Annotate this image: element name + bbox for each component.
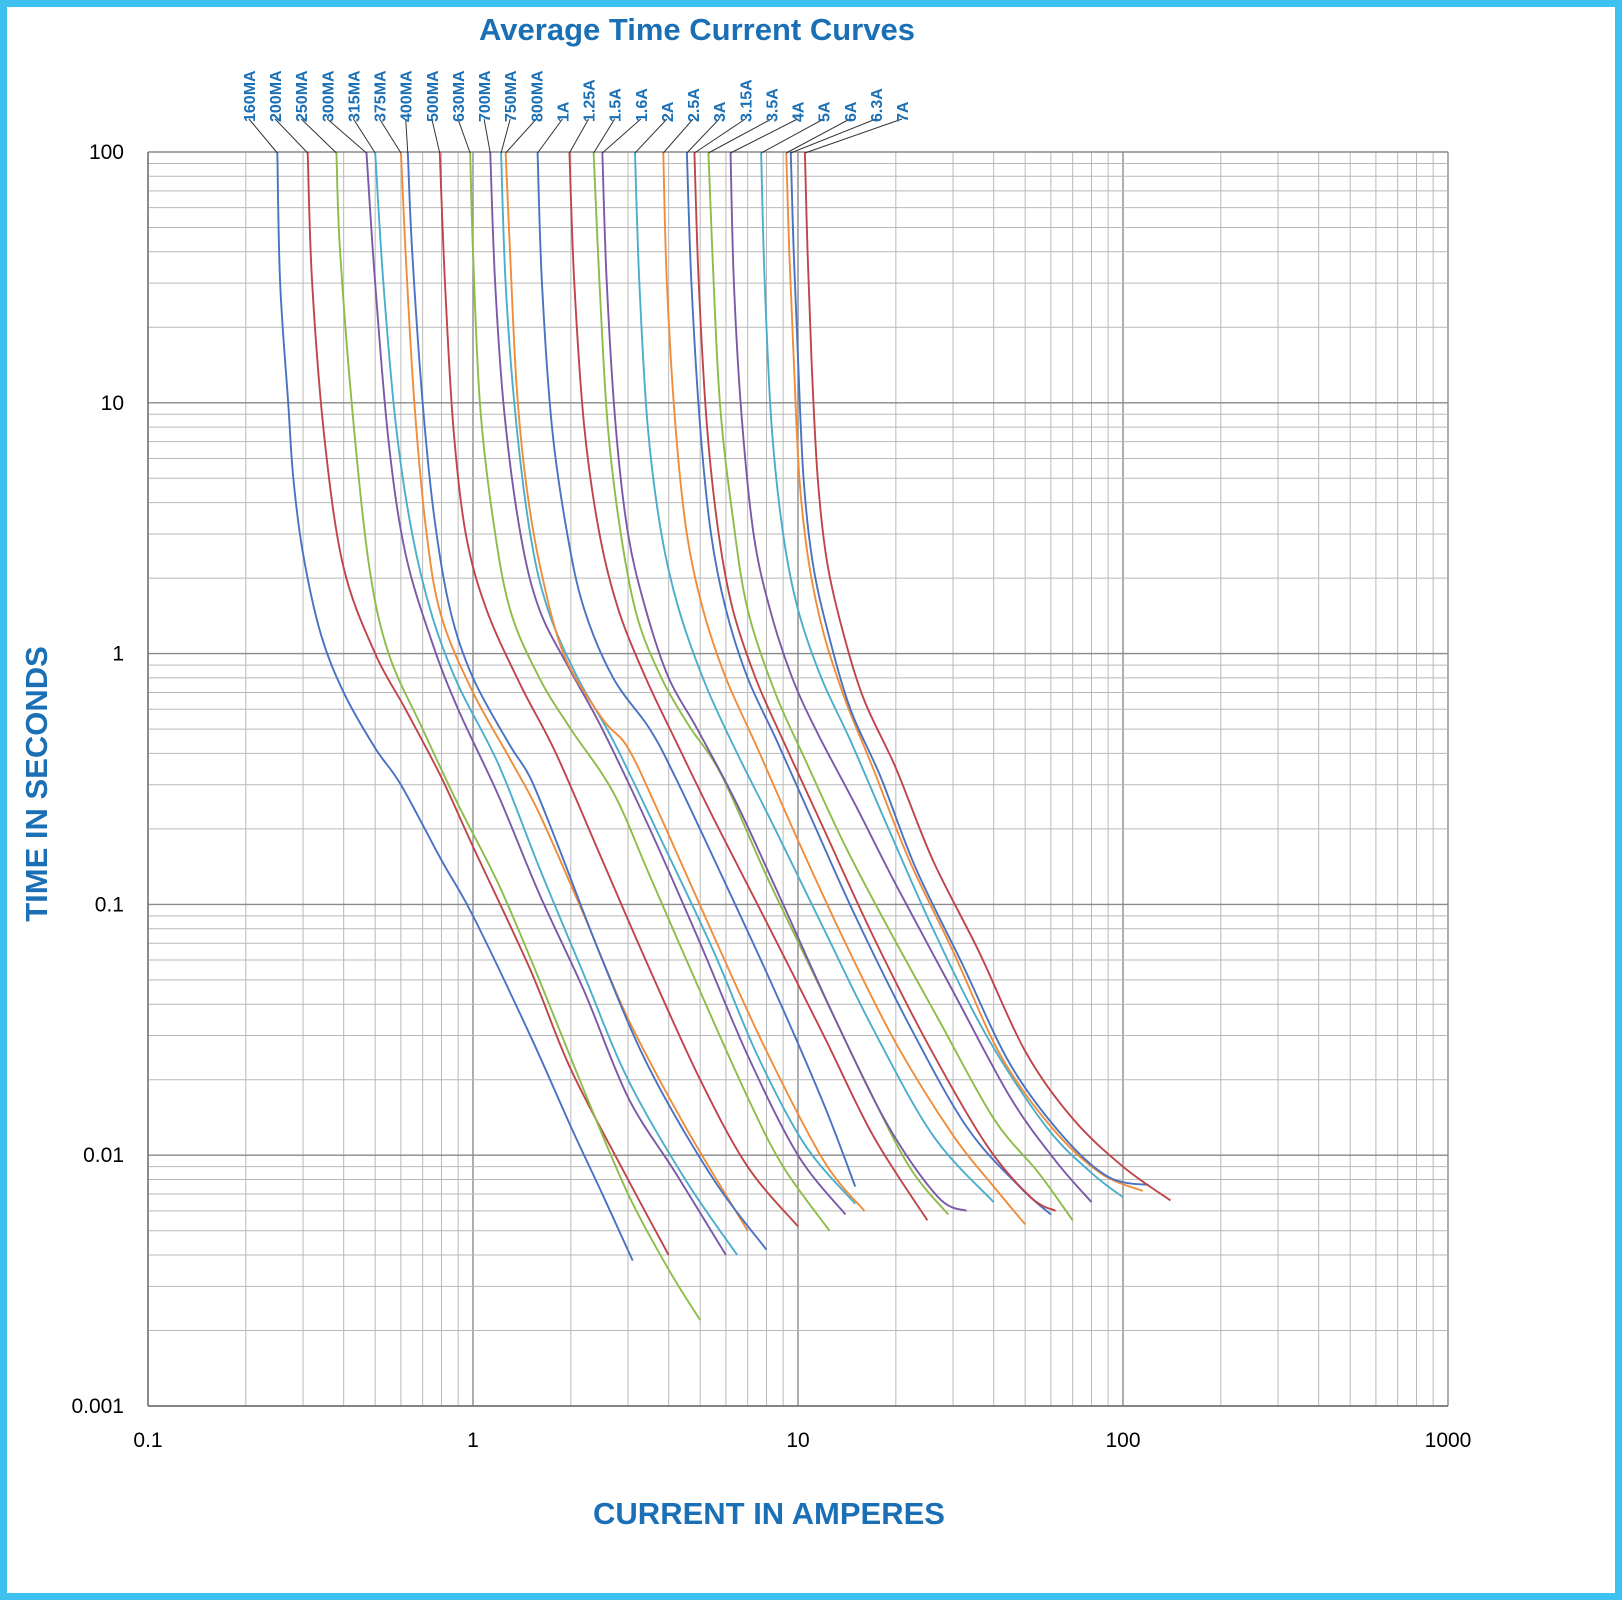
- y-tick-label: 0.001: [71, 1395, 124, 1418]
- series-labels: 160MA 200MA 250MA 300MA 315MA 375MA 400MA 500MA…: [242, 70, 912, 154]
- axis-ticks: 0.1 1 10 100 1000 100 10 1 0.1 0.01 0.001: [71, 141, 1471, 1452]
- series-curve-1a: [536, 151, 857, 1187]
- leader-line: [634, 118, 668, 154]
- series-curve-3.15a: [693, 151, 1056, 1212]
- leader-line: [327, 118, 367, 154]
- series-curve-3.5a: [707, 151, 1074, 1221]
- leader-line: [379, 118, 402, 154]
- leader-line: [248, 118, 278, 154]
- series-label: 1A: [555, 101, 572, 122]
- series-label: 6.3A: [869, 88, 886, 122]
- series-curve-2.5a: [662, 151, 1026, 1225]
- series-curve-160ma: [276, 151, 634, 1261]
- leader-line: [353, 118, 376, 154]
- leader-line: [431, 118, 441, 154]
- leader-line: [300, 118, 337, 154]
- y-tick-label: 0.1: [95, 893, 124, 916]
- series-curve-700ma: [489, 151, 847, 1216]
- series-label: 4A: [791, 101, 808, 122]
- series-curve-3a: [685, 151, 1052, 1216]
- leader-line: [537, 118, 563, 154]
- series-curve-2a: [634, 151, 995, 1203]
- leader-line: [405, 118, 409, 154]
- series-label: 5A: [817, 101, 834, 122]
- series-label: 250MA: [294, 70, 311, 122]
- y-tick-label: 0.01: [83, 1144, 124, 1167]
- series-curve-630ma: [469, 151, 831, 1232]
- series-label: 700MA: [477, 70, 494, 122]
- series-label: 7A: [895, 101, 912, 122]
- y-tick-label: 1: [112, 643, 124, 666]
- series-curve-5a: [760, 151, 1124, 1198]
- x-tick-label: 1000: [1425, 1429, 1472, 1452]
- series-label: 3.5A: [764, 88, 781, 122]
- x-tick-label: 1: [467, 1429, 479, 1452]
- series-curve-1.6a: [601, 151, 967, 1212]
- curves: [276, 151, 1172, 1321]
- series-curve-4a: [729, 151, 1093, 1203]
- leader-line: [708, 118, 772, 154]
- series-label: 800MA: [529, 70, 546, 122]
- leader-line: [785, 118, 850, 154]
- y-tick-label: 10: [101, 392, 124, 415]
- leader-line: [694, 118, 746, 154]
- leader-line: [500, 118, 511, 154]
- series-curve-375ma: [399, 151, 749, 1232]
- series-label: 315MA: [346, 70, 363, 122]
- series-label: 500MA: [425, 70, 442, 122]
- series-label: 2.5A: [686, 88, 703, 122]
- series-curve-6.3a: [789, 151, 1149, 1187]
- series-label: 375MA: [373, 70, 390, 122]
- series-label: 6A: [843, 101, 860, 122]
- leader-line: [601, 118, 642, 154]
- chart-title: Average Time Current Curves: [479, 12, 915, 47]
- leader-line: [274, 118, 309, 154]
- x-axis-title: CURRENT IN AMPERES: [593, 1496, 945, 1531]
- x-tick-label: 100: [1105, 1429, 1140, 1452]
- series-label: 160MA: [242, 70, 259, 122]
- series-curve-6a: [785, 151, 1144, 1192]
- series-label: 750MA: [503, 70, 520, 122]
- leader-line: [593, 118, 616, 154]
- series-curve-7a: [803, 151, 1172, 1202]
- leader-line: [568, 118, 589, 154]
- series-label: 1.25A: [582, 79, 599, 122]
- leader-line: [790, 118, 877, 154]
- series-curve-315ma: [374, 151, 738, 1256]
- leader-line: [505, 118, 537, 154]
- series-curve-500ma: [438, 151, 799, 1228]
- series-curve-300ma: [365, 151, 727, 1256]
- series-label: 2A: [660, 101, 677, 122]
- series-label: 400MA: [399, 70, 416, 122]
- series-label: 200MA: [268, 70, 285, 122]
- leader-line: [662, 118, 694, 154]
- leader-line: [457, 118, 471, 154]
- series-curve-200ma: [306, 151, 670, 1256]
- leader-line: [483, 118, 491, 154]
- y-tick-label: 100: [89, 141, 124, 164]
- leader-line: [686, 118, 720, 154]
- leader-line: [760, 118, 824, 154]
- leader-line: [730, 118, 798, 154]
- series-label: 1.5A: [608, 88, 625, 122]
- series-label: 3.15A: [738, 79, 755, 122]
- series-label: 300MA: [320, 70, 337, 122]
- series-curve-400ma: [406, 151, 768, 1251]
- series-label: 3A: [712, 101, 729, 122]
- x-tick-label: 0.1: [133, 1429, 162, 1452]
- series-label: 630MA: [451, 70, 468, 122]
- series-curve-250ma: [335, 151, 701, 1321]
- grid: [147, 151, 1449, 1407]
- x-tick-label: 10: [786, 1429, 809, 1452]
- series-curve-1.25a: [568, 151, 929, 1221]
- leader-line: [804, 118, 903, 154]
- series-label: 1.6A: [634, 88, 651, 122]
- y-axis-title: TIME IN SECONDS: [19, 646, 54, 922]
- series-curve-800ma: [504, 151, 866, 1212]
